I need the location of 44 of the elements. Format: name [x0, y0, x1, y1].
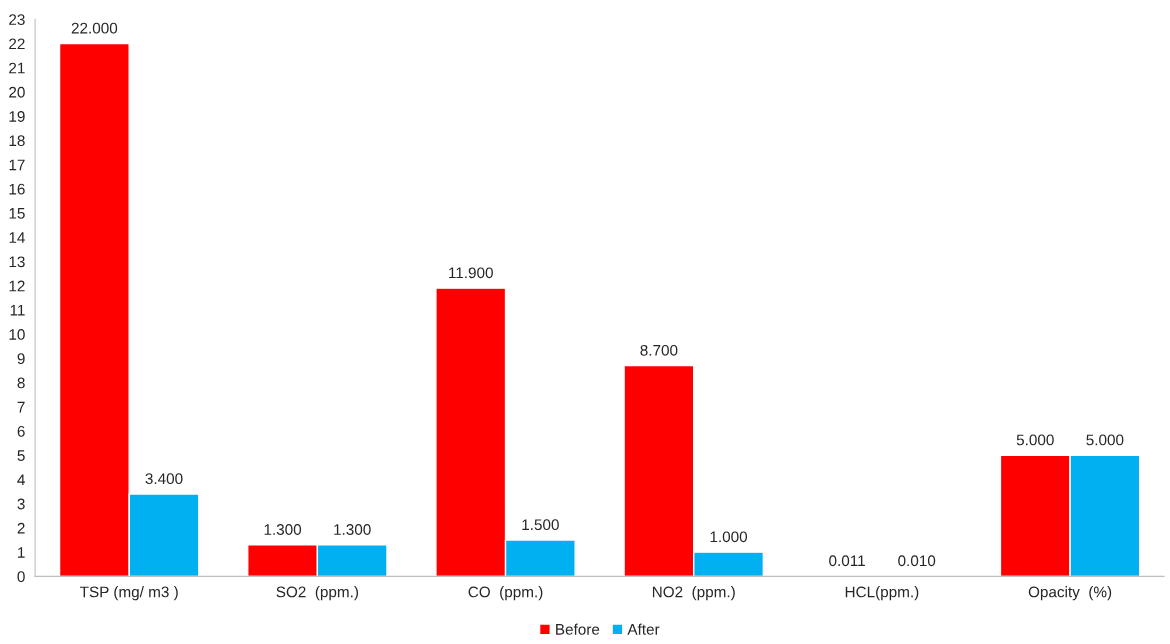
y-tick-label: 15	[9, 208, 25, 219]
x-tick-label: Opacity (%)	[1028, 586, 1112, 601]
x-tick-label: TSP (mg/ m3 )	[80, 586, 178, 601]
y-tick-label: 4	[17, 474, 25, 486]
y-tick-label: 10	[9, 329, 25, 340]
x-tick-label: NO2 (ppm.)	[652, 586, 735, 601]
legend-label: Before	[556, 623, 600, 635]
data-label: 5.000	[1086, 434, 1124, 446]
y-tick-label: 14	[9, 232, 25, 243]
y-tick-label: 8	[17, 377, 25, 389]
x-tick-label: HCL(ppm.)	[845, 586, 919, 601]
data-label: 5.000	[1016, 434, 1054, 446]
y-tick-label: 19	[9, 111, 25, 122]
y-tick-label: 16	[9, 183, 25, 195]
data-label: 3.400	[145, 473, 183, 485]
legend-label: After	[627, 623, 660, 635]
data-label: 1.300	[264, 524, 302, 535]
data-label: 0.010	[898, 555, 936, 567]
y-tick-label: 12	[9, 280, 25, 292]
y-tick-label: 7	[17, 401, 25, 413]
y-tick-label: 22	[9, 38, 25, 50]
data-label: 0.011	[829, 555, 865, 567]
data-label: 1.000	[710, 531, 748, 543]
data-label: 1.500	[522, 519, 559, 531]
y-tick-label: 18	[9, 135, 25, 147]
y-tick-label: 0	[17, 571, 25, 583]
y-tick-label: 23	[9, 14, 25, 26]
y-tick-label: 1	[18, 547, 25, 558]
y-tick-label: 13	[9, 256, 25, 268]
x-tick-label: CO (ppm.)	[468, 586, 543, 601]
y-tick-label: 11	[10, 304, 25, 316]
y-tick-label: 5	[17, 450, 25, 461]
x-tick-label: SO2 (ppm.)	[276, 586, 359, 601]
y-tick-label: 9	[17, 353, 25, 365]
y-tick-label: 2	[17, 522, 25, 534]
y-tick-label: 17	[9, 159, 25, 171]
data-label: 8.700	[640, 344, 678, 356]
data-label: 22.000	[71, 22, 118, 34]
y-tick-label: 3	[17, 498, 25, 510]
data-label: 1.300	[334, 524, 371, 535]
y-tick-label: 20	[9, 86, 25, 98]
y-tick-label: 6	[17, 425, 25, 437]
data-label: 11.900	[449, 267, 493, 279]
y-tick-label: 21	[9, 62, 25, 74]
